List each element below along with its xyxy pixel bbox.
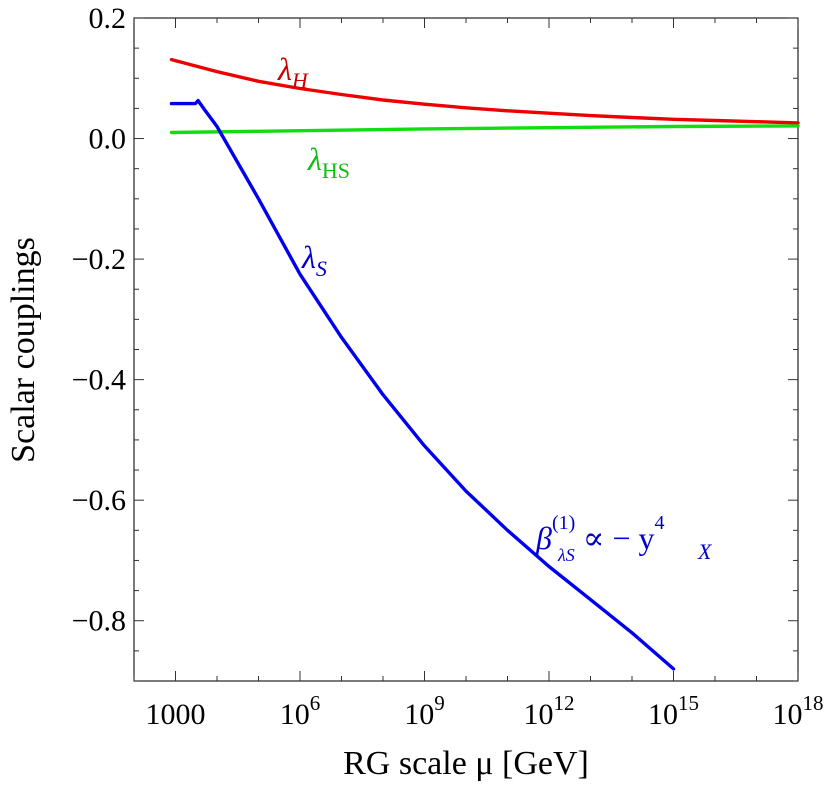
ticks xyxy=(133,17,799,682)
y-tick-label: 0.0 xyxy=(89,123,127,156)
tick-labels: 0.2 0.0 −0.2 −0.4 −0.6 −0.8 1000 106 109 1012 1015… xyxy=(72,2,824,731)
series-lines xyxy=(169,57,800,671)
y-tick-label: −0.4 xyxy=(72,364,126,397)
beta-annotation: β(1) λS ∝ − y4X xyxy=(535,512,713,565)
x-tick-label: 1018 xyxy=(773,691,824,731)
series-line-2 xyxy=(169,98,676,671)
series-line-1 xyxy=(169,124,800,135)
y-tick-label: −0.8 xyxy=(72,605,126,638)
plot-frame xyxy=(133,17,799,682)
lambda-s-label: λS xyxy=(301,239,327,281)
series-line-0 xyxy=(169,57,800,125)
y-tick-label: −0.2 xyxy=(72,243,126,276)
y-tick-label: 0.2 xyxy=(89,2,127,35)
x-tick-label: 1012 xyxy=(524,691,575,731)
x-axis-title: RG scale μ [GeV] xyxy=(343,745,589,782)
lambda-h-label: λH xyxy=(277,51,309,93)
x-tick-label: 109 xyxy=(404,691,445,731)
lambda-hs-label: λHS xyxy=(307,141,350,183)
x-tick-label: 1000 xyxy=(146,698,206,731)
x-tick-label: 1015 xyxy=(648,691,699,731)
x-tick-label: 106 xyxy=(280,691,321,731)
y-tick-label: −0.6 xyxy=(72,484,126,517)
y-axis-title: Scalar couplings xyxy=(5,237,42,463)
